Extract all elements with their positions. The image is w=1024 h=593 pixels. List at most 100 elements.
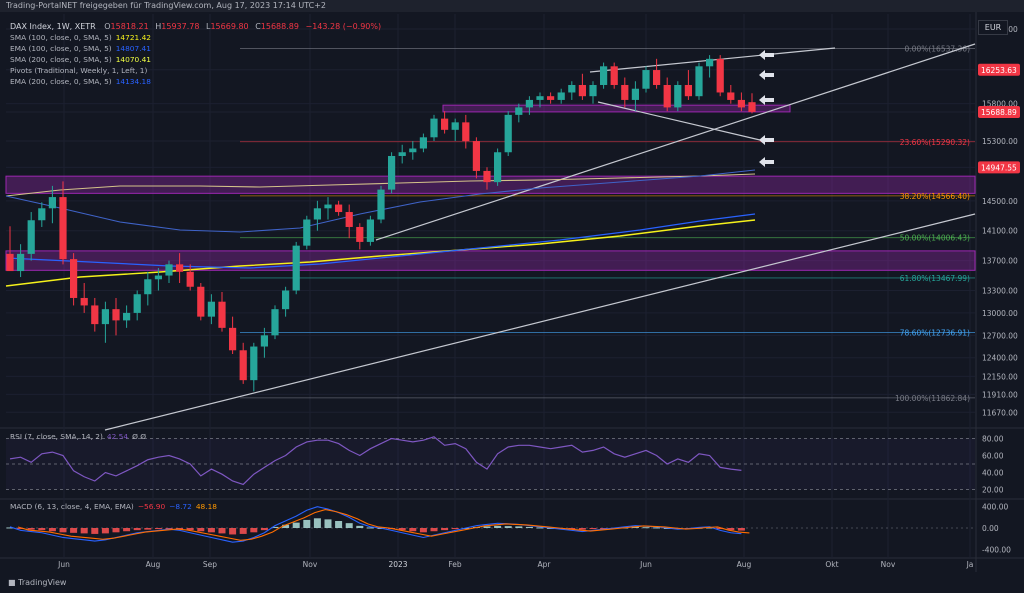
macd-histogram-bar bbox=[324, 519, 332, 528]
macd-histogram-bar bbox=[123, 528, 131, 532]
macd-histogram-bar bbox=[282, 524, 290, 528]
price-badge bbox=[978, 105, 1020, 118]
macd-legend-v3: 48.18 bbox=[195, 502, 217, 511]
time-axis-label: Feb bbox=[448, 560, 462, 569]
share-caption: Trading-PortalNET freigegeben für Tradin… bbox=[6, 1, 326, 10]
candle-body bbox=[398, 152, 406, 156]
candle-body bbox=[706, 58, 714, 67]
candle-body bbox=[737, 99, 745, 108]
candle-body bbox=[303, 219, 311, 246]
top-bar: Trading-PortalNET freigegeben für Tradin… bbox=[0, 0, 1024, 12]
candle-body bbox=[186, 271, 194, 287]
macd-histogram-bar bbox=[536, 527, 544, 529]
arrow-marker-icon bbox=[759, 157, 774, 167]
macd-histogram-bar bbox=[112, 528, 120, 533]
rsi-tick-label: 40.00 bbox=[982, 469, 1004, 478]
candle-body bbox=[17, 253, 25, 272]
candle-body bbox=[6, 253, 14, 272]
legend-sma200[interactable]: SMA (200, close, 0, SMA, 5) 14070.41 bbox=[10, 55, 151, 64]
candle-body bbox=[218, 301, 226, 328]
legend-sma100[interactable]: SMA (100, close, 0, SMA, 5) 14721.42 bbox=[10, 33, 151, 42]
macd-histogram-bar bbox=[409, 528, 417, 532]
macd-histogram-bar bbox=[207, 528, 215, 533]
price-tick-label: 13700.00 bbox=[982, 257, 1018, 266]
macd-histogram-bar bbox=[70, 528, 78, 533]
tradingview-logo: ■ TradingView bbox=[8, 578, 67, 587]
candle-body bbox=[48, 197, 56, 209]
candle-body bbox=[197, 286, 205, 317]
rsi-legend-extra: Ø Ø bbox=[132, 432, 147, 441]
open-value: 15818.21 bbox=[110, 22, 149, 31]
trend-line bbox=[375, 43, 976, 241]
macd-tick-label: -400.00 bbox=[982, 546, 1011, 555]
candle-body bbox=[621, 84, 629, 100]
time-axis-label: Jun bbox=[639, 560, 652, 569]
price-badge bbox=[978, 63, 1020, 76]
symbol-name: DAX Index, 1W, XETR bbox=[10, 22, 96, 31]
candle-body bbox=[239, 350, 247, 381]
macd-histogram-bar bbox=[568, 528, 576, 530]
macd-histogram-bar bbox=[165, 528, 173, 529]
price-tick-label: 13300.00 bbox=[982, 286, 1018, 295]
legend-ema200[interactable]: EMA (200, close, 0, SMA, 5) 14134.18 bbox=[10, 77, 151, 86]
macd-histogram-bar bbox=[218, 528, 226, 534]
macd-histogram-bar bbox=[589, 528, 597, 530]
candle-body bbox=[38, 208, 46, 221]
arrow-marker-icon bbox=[759, 135, 774, 145]
candle-body bbox=[631, 88, 639, 100]
macd-histogram-bar bbox=[197, 528, 205, 532]
candle-body bbox=[282, 290, 290, 310]
macd-tick-label: 400.00 bbox=[982, 502, 1008, 511]
candle-body bbox=[345, 212, 353, 227]
macd-histogram-bar bbox=[292, 522, 300, 528]
candle-body bbox=[727, 92, 735, 100]
candle-body bbox=[229, 327, 237, 351]
candle-body bbox=[419, 137, 427, 149]
currency-button[interactable]: EUR bbox=[978, 20, 1008, 35]
macd-histogram-bar bbox=[48, 528, 56, 532]
candle-body bbox=[589, 84, 597, 97]
rsi-legend-value: 42.54 bbox=[106, 432, 129, 441]
change-value: −143.28 (−0.90%) bbox=[305, 22, 382, 31]
candle-body bbox=[547, 96, 555, 100]
candle-body bbox=[27, 220, 35, 254]
macd-histogram-bar bbox=[345, 523, 353, 528]
macd-histogram-bar bbox=[578, 528, 586, 530]
candle-body bbox=[600, 66, 608, 85]
candle-body bbox=[610, 66, 618, 85]
candle-body bbox=[356, 226, 364, 242]
macd-histogram-bar bbox=[27, 528, 35, 530]
price-tick-label: 12700.00 bbox=[982, 331, 1018, 340]
candle-body bbox=[504, 114, 512, 153]
candle-body bbox=[653, 70, 661, 85]
legend-pivots[interactable]: Pivots (Traditional, Weekly, 1, Left, 1) bbox=[10, 66, 148, 75]
time-axis-label: Sep bbox=[203, 560, 217, 569]
macd-histogram-bar bbox=[239, 528, 247, 534]
arrow-marker-icon bbox=[759, 95, 774, 105]
macd-histogram-bar bbox=[38, 528, 46, 531]
rsi-legend[interactable]: RSI (7, close, SMA, 14, 2) 42.54 Ø Ø bbox=[10, 432, 147, 441]
price-tick-label: 12150.00 bbox=[982, 372, 1018, 381]
time-axis-label: Apr bbox=[538, 560, 552, 569]
macd-histogram-bar bbox=[451, 528, 459, 530]
price-tick-label: 13000.00 bbox=[982, 309, 1018, 318]
candle-body bbox=[674, 84, 682, 108]
legend-ema100[interactable]: EMA (100, close, 0, SMA, 5) 14807.41 bbox=[10, 44, 151, 53]
macd-legend[interactable]: MACD (6, 13, close, 4, EMA, EMA) −56.90 −8… bbox=[10, 502, 217, 511]
macd-histogram-bar bbox=[430, 528, 438, 532]
candle-body bbox=[144, 279, 152, 295]
candle-body bbox=[154, 275, 162, 280]
candle-body bbox=[578, 84, 586, 97]
fib-level-label: 50.00%(14006.43) bbox=[900, 234, 970, 243]
fib-level-label: 23.60%(15290.32) bbox=[900, 138, 970, 147]
macd-histogram-bar bbox=[17, 528, 25, 530]
macd-signal-line bbox=[17, 509, 750, 541]
price-badge-label: 14947.55 bbox=[981, 163, 1017, 172]
candle-body bbox=[663, 84, 671, 108]
macd-histogram-bar bbox=[727, 528, 735, 531]
sma-line bbox=[5, 219, 756, 287]
price-tick-label: 14100.00 bbox=[982, 227, 1018, 236]
macd-histogram-bar bbox=[313, 518, 321, 528]
candle-body bbox=[684, 84, 692, 97]
